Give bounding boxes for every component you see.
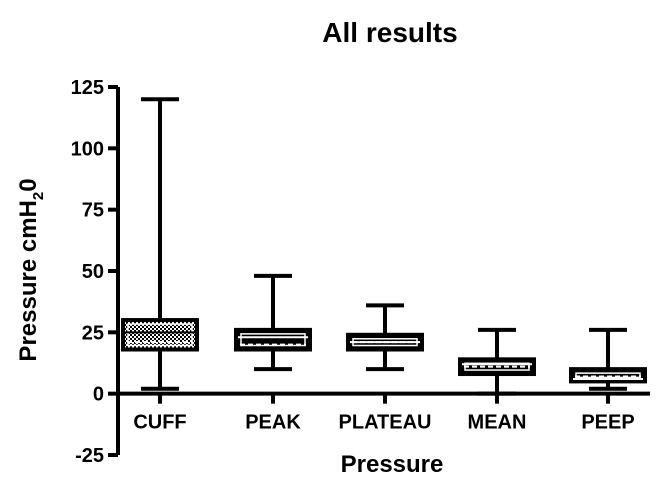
- box-iqr: [234, 327, 312, 352]
- y-tick-label: 75: [82, 200, 104, 222]
- box-iqr: [121, 318, 199, 352]
- y-tick-label: 100: [71, 138, 104, 160]
- y-axis-label: Pressure cmH20: [15, 178, 47, 361]
- y-tick-label: 125: [71, 77, 104, 99]
- category-label: CUFF: [133, 412, 186, 434]
- box-cuff: [121, 97, 199, 391]
- y-tick-label: 0: [93, 384, 104, 406]
- box-inner-frame: [127, 323, 193, 347]
- category-label: PEEP: [581, 412, 634, 434]
- chart-title: All results: [322, 17, 457, 48]
- y-tick-label: -25: [75, 445, 104, 467]
- y-tick-label: 25: [82, 322, 104, 344]
- box-plateau: [346, 303, 424, 372]
- category-label: MEAN: [468, 412, 527, 434]
- category-labels: CUFF PEAK PLATEAU MEAN PEEP: [133, 412, 634, 434]
- category-label: PLATEAU: [339, 412, 432, 434]
- boxes: [118, 97, 650, 404]
- box-peep: [569, 327, 647, 391]
- y-tick-label: 50: [82, 261, 104, 283]
- box-peak: [234, 273, 312, 372]
- x-axis-label: Pressure: [341, 451, 444, 478]
- category-label: PEAK: [245, 412, 301, 434]
- box-mean: [458, 327, 536, 396]
- y-ticks: -25 0 25 50 75 100 125: [71, 77, 118, 467]
